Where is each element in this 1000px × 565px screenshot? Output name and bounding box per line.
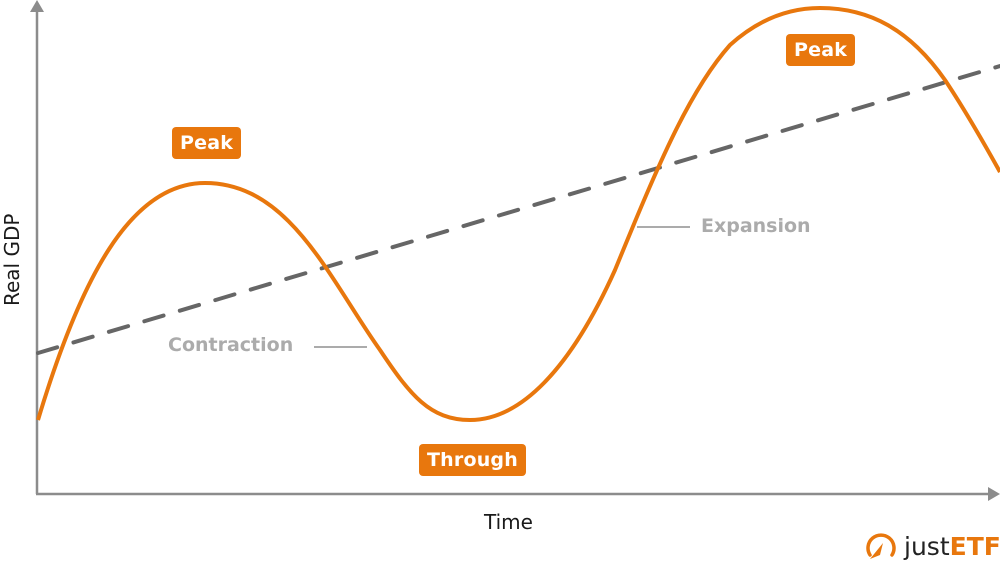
peak-badge-1: Peak	[172, 127, 242, 159]
expansion-label: Expansion	[701, 215, 811, 237]
y-axis-arrow-icon	[30, 0, 44, 12]
peak-badge-2: Peak	[786, 34, 856, 66]
x-axis-label: Time	[484, 510, 533, 534]
trough-badge: Through	[419, 444, 526, 476]
justetf-logo: just ETF	[864, 528, 1000, 564]
business-cycle-curve	[36, 5, 1000, 423]
logo-gauge-icon	[866, 533, 896, 559]
x-axis-arrow-icon	[988, 487, 1000, 501]
logo-text-just: just	[904, 531, 950, 561]
contraction-label: Contraction	[168, 334, 294, 356]
trend-line	[36, 64, 1000, 355]
y-axis-label: Real GDP	[0, 213, 24, 306]
logo-text-etf: ETF	[949, 531, 1000, 561]
axes	[30, 0, 1000, 501]
